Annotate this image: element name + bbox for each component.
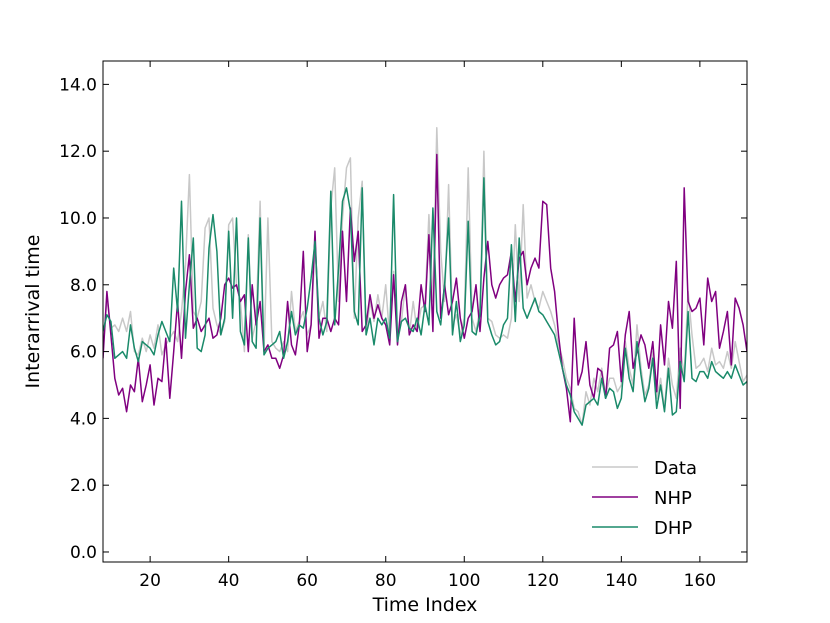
y-tick-label: 6.0 <box>70 343 97 363</box>
y-axis-label: Interarrival time <box>22 235 44 389</box>
y-tick-label: 4.0 <box>70 409 97 429</box>
series-line-dhp <box>103 177 747 426</box>
x-tick-label: 120 <box>527 571 559 591</box>
y-tick-label: 14.0 <box>59 75 97 95</box>
x-tick-label: 80 <box>375 571 397 591</box>
series-lines <box>103 127 747 426</box>
legend-label-data: Data <box>654 458 697 479</box>
y-tick-label: 0.0 <box>70 543 97 563</box>
x-axis-label: Time Index <box>372 594 478 616</box>
legend: Data NHP DHP <box>592 458 697 539</box>
x-tick-label: 60 <box>296 571 318 591</box>
x-tick-label: 100 <box>448 571 480 591</box>
x-tick-label: 20 <box>139 571 161 591</box>
x-tick-label: 140 <box>605 571 637 591</box>
y-tick-label: 2.0 <box>70 476 97 496</box>
axis-ticks: 20 40 60 80 100 120 140 160 0.0 2.0 4.0 6.0 8.0 10.0 1… <box>59 61 747 591</box>
plot-frame <box>102 60 748 563</box>
legend-label-nhp: NHP <box>654 488 692 509</box>
y-tick-label: 10.0 <box>59 209 97 229</box>
x-tick-label: 40 <box>218 571 240 591</box>
series-line-nhp <box>103 153 747 423</box>
legend-label-dhp: DHP <box>654 518 692 539</box>
y-tick-label: 8.0 <box>70 276 97 296</box>
y-tick-label: 12.0 <box>59 142 97 162</box>
x-tick-label: 160 <box>684 571 716 591</box>
